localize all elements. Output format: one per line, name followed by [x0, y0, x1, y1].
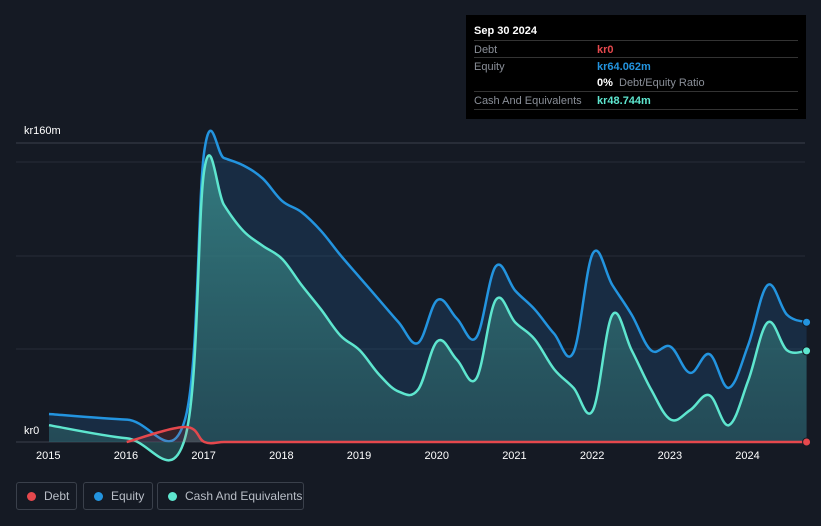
x-tick-label: 2021 — [502, 450, 527, 462]
equity-dot-icon — [94, 491, 103, 501]
legend-debt-label: Debt — [44, 489, 70, 503]
legend-cash[interactable]: Cash And Equivalents — [157, 482, 304, 510]
debt-label: Debt — [474, 44, 498, 56]
endpoint-debt — [802, 437, 812, 447]
x-tick-label: 2020 — [424, 450, 449, 462]
tooltip-cash-row: Cash And Equivalents kr48.744m — [474, 91, 798, 110]
equity-label: Equity — [474, 61, 505, 73]
debt-dot-icon — [27, 491, 36, 501]
legend-debt[interactable]: Debt — [16, 482, 77, 510]
endpoint-equity — [802, 317, 812, 327]
legend-equity[interactable]: Equity — [83, 482, 153, 510]
x-tick-label: 2015 — [36, 450, 61, 462]
area-debt — [126, 427, 807, 444]
line-equity — [48, 129, 808, 443]
tooltip-date: Sep 30 2024 — [474, 25, 537, 37]
x-tick-label: 2019 — [346, 450, 372, 462]
legend-cash-label: Cash And Equivalents — [185, 489, 303, 503]
x-tick-label: 2022 — [579, 450, 605, 462]
cash-label: Cash And Equivalents — [474, 95, 582, 107]
tooltip-equity-row: Equity kr64.062m — [474, 57, 798, 75]
area-cash-and-equivalents — [49, 155, 807, 461]
ratio-label: Debt/Equity Ratio — [619, 77, 705, 89]
legend-equity-label: Equity — [111, 489, 145, 503]
y-zero-label: kr0 — [24, 425, 40, 437]
y-top-label: kr160m — [24, 125, 61, 137]
x-tick-label: 2024 — [735, 450, 760, 462]
line-debt — [126, 425, 807, 445]
ratio-value: 0% — [597, 77, 613, 89]
endpoint-cash-and-equivalents — [802, 346, 812, 356]
line-cash-and-equivalents — [48, 154, 807, 462]
tooltip: Sep 30 2024 Debt kr0 Equity kr64.062m 0% De… — [466, 15, 806, 119]
cash-dot-icon — [168, 491, 177, 501]
equity-value: kr64.062m — [597, 61, 651, 73]
cash-value: kr48.744m — [597, 95, 651, 107]
x-tick-label: 2023 — [657, 450, 683, 462]
tooltip-debt-row: Debt kr0 — [474, 40, 798, 58]
x-tick-label: 2018 — [269, 450, 294, 462]
x-tick-label: 2016 — [113, 450, 139, 462]
debt-value: kr0 — [597, 44, 614, 56]
x-tick-label: 2017 — [191, 450, 216, 462]
tooltip-ratio-row: 0% Debt/Equity Ratio — [474, 74, 798, 91]
